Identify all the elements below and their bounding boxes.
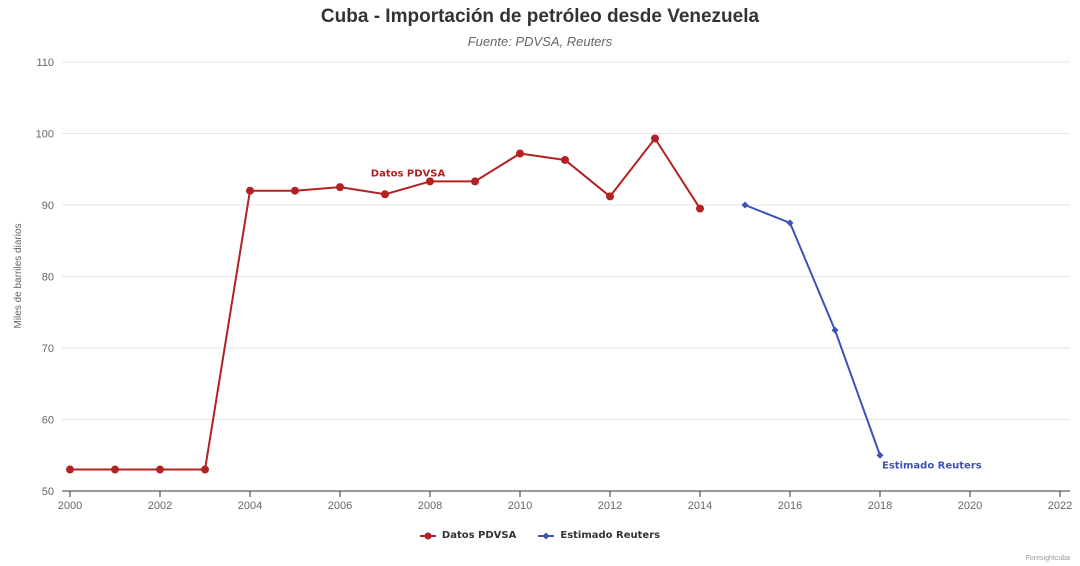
annotations: Datos PDVSA Estimado Reuters (371, 168, 982, 471)
data-point (561, 155, 569, 164)
x-tick-label: 2008 (418, 500, 442, 512)
legend-marker-circle-icon (419, 532, 436, 539)
data-point (741, 201, 749, 209)
data-point (246, 186, 254, 195)
data-point (696, 204, 704, 213)
data-point (516, 149, 524, 158)
y-tick-label: 90 (42, 200, 54, 212)
data-point (876, 451, 884, 459)
credit-text[interactable]: Foresightcuba (1025, 555, 1070, 562)
data-point (381, 190, 389, 199)
data-point (111, 465, 119, 474)
y-axis-label: Miles de barriles diarios (13, 223, 24, 328)
annotation-label: Datos PDVSA (371, 168, 446, 179)
data-point (786, 219, 794, 227)
data-point (606, 192, 614, 201)
y-tick-label: 110 (36, 57, 54, 69)
x-tick-label: 2006 (328, 500, 352, 512)
legend-label: Datos PDVSA (441, 530, 517, 541)
data-point (291, 186, 299, 195)
series-layer (66, 134, 884, 474)
legend-item-estimado-reuters[interactable]: Estimado Reuters (538, 530, 660, 541)
chart-subtitle: Fuente: PDVSA, Reuters (467, 34, 613, 49)
data-point (471, 177, 479, 186)
x-axis: 2000 2002 2004 2006 2008 2010 2012 2014 2016 2018… (58, 490, 1072, 512)
data-point (336, 183, 344, 192)
data-point (651, 134, 659, 143)
chart-title: Cuba - Importación de petróleo desde Ven… (320, 6, 760, 27)
x-tick-label: 2014 (688, 500, 712, 512)
legend-label: Estimado Reuters (560, 530, 661, 541)
legend: Datos PDVSA Estimado Reuters (0, 530, 1080, 541)
x-tick-label: 2000 (58, 500, 82, 512)
x-tick-label: 2004 (238, 500, 262, 512)
data-point (156, 465, 164, 474)
x-tick-label: 2016 (778, 500, 802, 512)
data-point (426, 177, 434, 186)
y-tick-label: 60 (42, 415, 54, 427)
y-tick-label: 50 (42, 486, 54, 498)
x-tick-label: 2010 (508, 500, 532, 512)
data-point (831, 326, 839, 334)
y-tick-label: 100 (36, 129, 54, 141)
x-tick-label: 2018 (868, 500, 892, 512)
x-tick-label: 2020 (958, 500, 982, 512)
legend-item-datos-pdvsa[interactable]: Datos PDVSA (419, 530, 517, 541)
grid-lines (62, 61, 1070, 420)
x-tick-label: 2012 (598, 500, 622, 512)
data-point (66, 465, 74, 474)
y-tick-label: 80 (42, 272, 54, 284)
y-axis-ticks: 50 60 70 80 90 100 110 (36, 57, 54, 498)
data-point (201, 465, 209, 474)
legend-marker-diamond-icon (538, 532, 555, 539)
y-tick-label: 70 (42, 343, 54, 355)
x-tick-label: 2002 (148, 500, 172, 512)
series-line (744, 204, 881, 456)
x-tick-label: 2022 (1048, 500, 1072, 512)
annotation-label: Estimado Reuters (882, 460, 982, 471)
